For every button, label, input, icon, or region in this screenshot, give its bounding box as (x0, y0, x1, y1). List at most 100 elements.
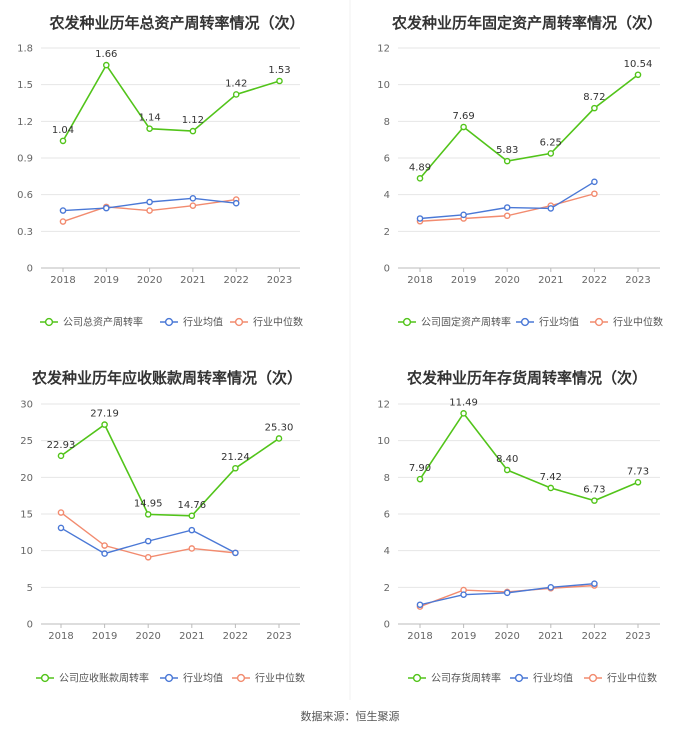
source-note: 数据来源：恒生聚源 (300, 710, 400, 723)
legend-item-1: 公司存货周转率 (408, 672, 501, 685)
data-label: 7.90 (409, 463, 431, 474)
data-label: 14.95 (134, 498, 163, 509)
data-label: 1.14 (138, 113, 160, 124)
chart-title: 农发种业历年总资产周转率情况（次） (48, 14, 304, 32)
y-tick-label: 10 (377, 80, 390, 91)
legend-item-2: 行业均值 (510, 672, 573, 685)
data-point (103, 204, 110, 212)
x-tick-label: 2018 (50, 275, 75, 286)
y-tick-label: 0 (27, 264, 33, 275)
legend-label: 行业中位数 (613, 316, 663, 329)
x-tick-label: 2022 (223, 631, 248, 642)
data-point (189, 195, 197, 202)
chart-panel-4: 农发种业历年存货周转率情况（次） 0 2 4 6 8 10 12 2018 2019 2020 202… (377, 369, 660, 685)
legend-swatch-marker (514, 673, 524, 683)
data-label: 7.69 (452, 111, 474, 122)
x-tick-label: 2023 (267, 275, 292, 286)
y-tick-label: 4 (384, 546, 390, 557)
y-tick-label: 6 (384, 510, 390, 521)
x-tick-label: 2021 (538, 275, 563, 286)
data-point (460, 211, 467, 219)
data-point (275, 435, 283, 442)
data-point (503, 204, 511, 211)
y-tick-label: 10 (377, 436, 390, 447)
legend-swatch-marker (40, 673, 50, 683)
y-tick-label: 1.8 (17, 44, 33, 55)
data-point (416, 215, 424, 222)
x-tick-label: 2020 (494, 631, 519, 642)
data-point (59, 137, 67, 145)
data-label: 6.73 (583, 485, 605, 496)
data-label: 11.49 (449, 397, 478, 408)
data-point (103, 61, 110, 69)
x-tick-label: 2020 (135, 631, 160, 642)
legend-label: 公司存货周转率 (431, 672, 501, 685)
legend-label: 公司总资产周转率 (63, 316, 143, 329)
legend-item-3: 行业中位数 (232, 672, 305, 685)
legend-item-2: 行业均值 (160, 316, 223, 329)
legend-item-2: 行业均值 (160, 672, 223, 685)
x-tick-label: 2021 (180, 275, 205, 286)
data-point (101, 542, 108, 549)
data-label: 5.83 (496, 145, 518, 156)
y-tick-label: 0 (384, 620, 390, 631)
y-tick-label: 1.5 (17, 80, 33, 91)
y-tick-label: 0.3 (17, 227, 33, 238)
legend-item-3: 行业中位数 (584, 672, 657, 685)
y-tick-label: 12 (377, 44, 390, 55)
chart-title: 农发种业历年固定资产周转率情况（次） (391, 14, 662, 32)
legend-item-1: 公司应收账款周转率 (36, 672, 149, 685)
data-label: 4.89 (409, 162, 431, 173)
y-tick-label: 6 (384, 154, 390, 165)
data-point (188, 526, 196, 534)
data-point (144, 511, 152, 518)
data-point (232, 199, 240, 207)
legend-swatch-marker (164, 673, 174, 683)
x-tick-label: 2019 (451, 275, 476, 286)
chart-panel-2: 农发种业历年固定资产周转率情况（次） 0 2 4 6 8 10 12 2018 2019 2020 2… (377, 14, 663, 328)
data-point (591, 580, 598, 587)
data-point (144, 553, 152, 561)
data-point (188, 512, 196, 520)
data-point (59, 207, 67, 214)
y-tick-label: 5 (27, 583, 33, 594)
data-point (101, 550, 108, 557)
data-label: 21.24 (221, 452, 250, 463)
data-point (232, 464, 239, 472)
data-label: 22.93 (47, 440, 76, 451)
y-tick-label: 8 (384, 473, 390, 484)
data-point (57, 452, 65, 460)
series-line-1 (419, 74, 639, 179)
legend-swatch-marker (164, 317, 174, 327)
legend-swatch-marker (236, 673, 246, 683)
x-tick-label: 2022 (582, 275, 607, 286)
legend-label: 行业均值 (539, 316, 579, 329)
legend-label: 行业中位数 (255, 672, 305, 685)
legend-swatch-marker (402, 317, 412, 327)
y-tick-label: 10 (20, 546, 33, 557)
data-point (547, 150, 555, 157)
data-point (591, 104, 598, 112)
x-tick-label: 2018 (407, 631, 432, 642)
legend-label: 行业均值 (183, 672, 223, 685)
x-tick-label: 2021 (179, 631, 204, 642)
data-label: 25.30 (265, 422, 294, 433)
data-point (232, 549, 239, 557)
series-line-1 (419, 411, 639, 502)
data-point (57, 509, 65, 516)
x-tick-label: 2022 (582, 631, 607, 642)
data-point (460, 123, 467, 131)
y-tick-label: 0.9 (17, 154, 33, 165)
data-point (146, 198, 153, 206)
data-point (276, 77, 283, 85)
data-point (634, 71, 642, 79)
data-point (460, 410, 467, 417)
x-tick-label: 2020 (494, 275, 519, 286)
x-tick-label: 2019 (94, 275, 119, 286)
x-tick-label: 2023 (625, 631, 650, 642)
x-tick-label: 2019 (451, 631, 476, 642)
data-point (503, 157, 511, 165)
legend-item-1: 公司固定资产周转率 (398, 316, 511, 329)
y-tick-label: 4 (384, 190, 390, 201)
